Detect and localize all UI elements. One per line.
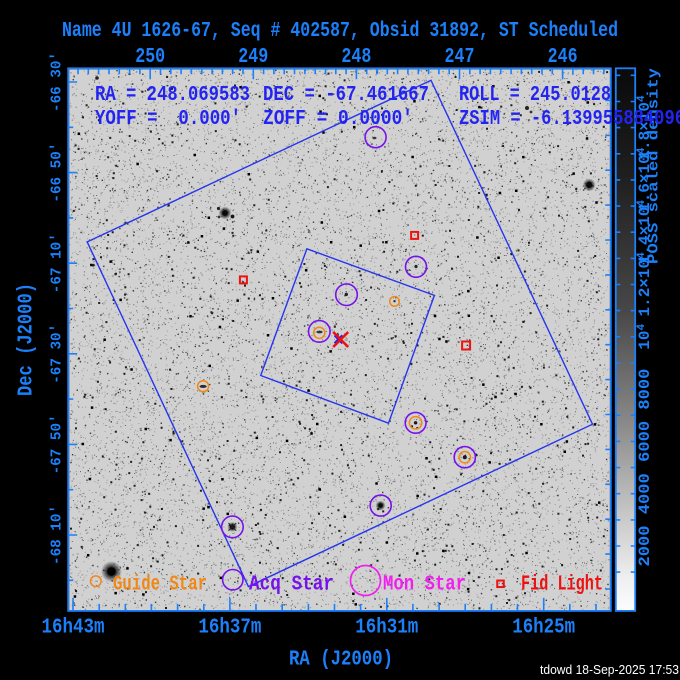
- svg-text:2000: 2000: [636, 526, 654, 567]
- svg-text:16h37m: 16h37m: [198, 617, 261, 640]
- svg-text:RA (J2000): RA (J2000): [289, 649, 393, 672]
- svg-text:16h43m: 16h43m: [42, 617, 105, 640]
- svg-text:POSS scaled density: POSS scaled density: [646, 68, 663, 264]
- svg-text:Mon Star: Mon Star: [383, 574, 466, 597]
- svg-text:-68 10': -68 10': [50, 505, 66, 565]
- svg-text:-67 50': -67 50': [50, 414, 66, 474]
- svg-text:247: 247: [445, 46, 475, 69]
- svg-text:DEC = -67.461667: DEC = -67.461667: [263, 84, 429, 107]
- svg-text:1.2×104: 1.2×104: [636, 252, 654, 317]
- svg-text:16h25m: 16h25m: [512, 617, 575, 640]
- svg-text:Acq Star: Acq Star: [249, 574, 334, 597]
- svg-text:1.4×104: 1.4×104: [636, 200, 654, 265]
- svg-text:246: 246: [548, 46, 578, 69]
- svg-text:RA = 248.069583: RA = 248.069583: [95, 84, 250, 107]
- svg-text:ROLL = 245.0128: ROLL = 245.0128: [459, 84, 611, 107]
- svg-text:1.6×104: 1.6×104: [636, 147, 654, 212]
- svg-text:Guide Star: Guide Star: [113, 574, 207, 597]
- svg-text:ZOFF = 0.0000': ZOFF = 0.0000': [263, 108, 413, 131]
- svg-text:-67 30': -67 30': [50, 324, 66, 384]
- svg-text:Dec (J2000): Dec (J2000): [16, 283, 39, 396]
- svg-text:YOFF = 0.000': YOFF = 0.000': [95, 108, 241, 131]
- svg-text:Fid Light: Fid Light: [521, 574, 603, 597]
- svg-text:250: 250: [135, 46, 165, 69]
- svg-text:ZSIM = -6.139955884096: ZSIM = -6.139955884096: [459, 108, 680, 131]
- svg-text:-66 50': -66 50': [50, 143, 66, 203]
- svg-text:4000: 4000: [636, 473, 654, 514]
- svg-text:16h31m: 16h31m: [355, 617, 418, 640]
- svg-text:tdowd 18-Sep-2025 17:53: tdowd 18-Sep-2025 17:53: [540, 663, 679, 677]
- svg-text:248: 248: [341, 46, 371, 69]
- svg-text:-66 30': -66 30': [50, 52, 66, 112]
- svg-text:-67 10': -67 10': [50, 233, 66, 293]
- svg-text:8000: 8000: [636, 369, 654, 410]
- svg-text:1.8×104: 1.8×104: [636, 95, 654, 160]
- svg-text:Name 4U 1626-67, Seq # 402587,: Name 4U 1626-67, Seq # 402587, Obsid 318…: [62, 20, 618, 43]
- svg-text:6000: 6000: [636, 421, 654, 462]
- svg-text:249: 249: [238, 46, 268, 69]
